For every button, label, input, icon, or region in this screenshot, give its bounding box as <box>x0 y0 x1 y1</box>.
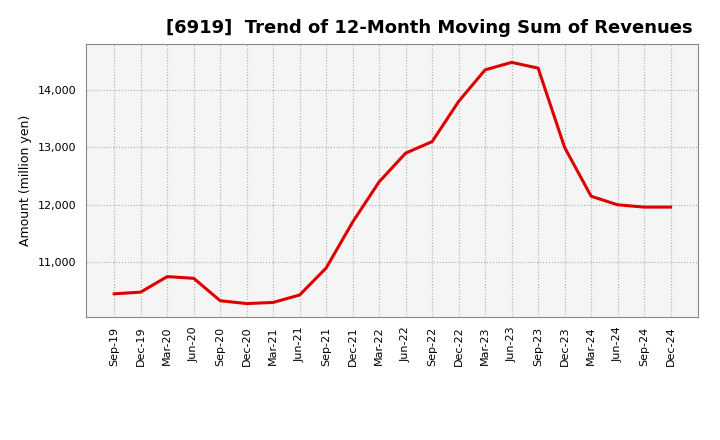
Text: [6919]  Trend of 12-Month Moving Sum of Revenues: [6919] Trend of 12-Month Moving Sum of R… <box>166 19 693 37</box>
Y-axis label: Amount (million yen): Amount (million yen) <box>19 115 32 246</box>
